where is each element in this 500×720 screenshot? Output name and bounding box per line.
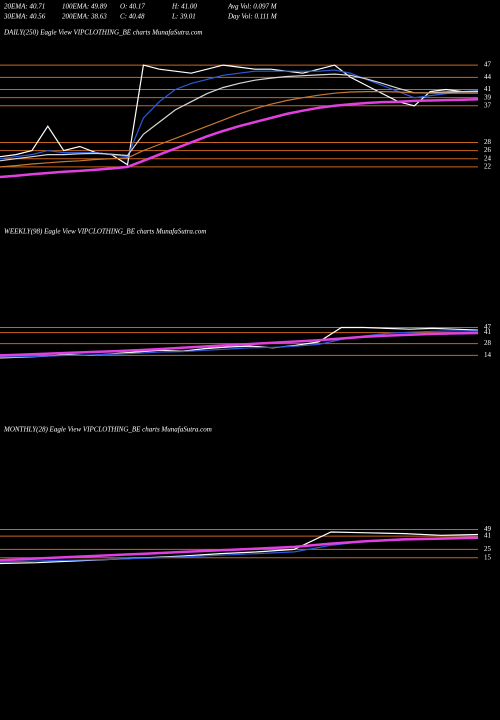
panel-title: DAILY(250) Eagle View VIPCLOTHING_BE cha… bbox=[3, 29, 202, 37]
y-tick-label: 28 bbox=[484, 138, 492, 146]
y-tick-label: 47 bbox=[484, 61, 492, 69]
y-tick-label: 25 bbox=[484, 545, 492, 553]
y-tick-label: 41 bbox=[484, 532, 492, 540]
series-line bbox=[0, 531, 479, 565]
series-line bbox=[0, 91, 478, 168]
header-stat: 30EMA: 40.56 bbox=[3, 13, 46, 21]
y-tick-label: 14 bbox=[484, 351, 492, 359]
y-tick-label: 28 bbox=[484, 339, 492, 347]
y-tick-label: 15 bbox=[484, 553, 492, 561]
header-stat: H: 41.00 bbox=[171, 3, 197, 11]
y-tick-label: 47 bbox=[484, 323, 492, 331]
header-stat: Avg Vol: 0.097 M bbox=[227, 3, 278, 11]
series-line bbox=[0, 331, 479, 357]
y-tick-label: 24 bbox=[484, 154, 492, 162]
panel-title: WEEKLY(98) Eagle View VIPCLOTHING_BE cha… bbox=[4, 228, 206, 236]
header-stat: O: 40.17 bbox=[120, 3, 145, 11]
series-line bbox=[0, 64, 478, 166]
y-tick-label: 49 bbox=[484, 525, 492, 533]
header-stat: Day Vol: 0.111 M bbox=[227, 13, 278, 21]
header-stat: 200EMA: 38.63 bbox=[62, 13, 107, 21]
series-line bbox=[0, 330, 478, 358]
series-line bbox=[0, 536, 479, 562]
y-tick-label: 41 bbox=[484, 328, 492, 336]
series-line bbox=[0, 73, 479, 162]
y-tick-label: 37 bbox=[484, 101, 492, 109]
y-tick-label: 41 bbox=[484, 85, 492, 93]
y-tick-label: 26 bbox=[484, 146, 492, 154]
y-tick-label: 22 bbox=[484, 162, 492, 170]
panel-title: MONTHLY(28) Eagle View VIPCLOTHING_BE ch… bbox=[3, 426, 212, 434]
series-line bbox=[0, 97, 479, 179]
y-tick-label: 44 bbox=[484, 73, 492, 81]
header-stat: L: 39.01 bbox=[171, 13, 196, 21]
header-stat: 100EMA: 49.89 bbox=[62, 3, 107, 11]
header-stat: 20EMA: 40.71 bbox=[4, 3, 45, 11]
y-tick-label: 39 bbox=[484, 93, 492, 101]
header-stat: C: 40.48 bbox=[120, 13, 145, 21]
